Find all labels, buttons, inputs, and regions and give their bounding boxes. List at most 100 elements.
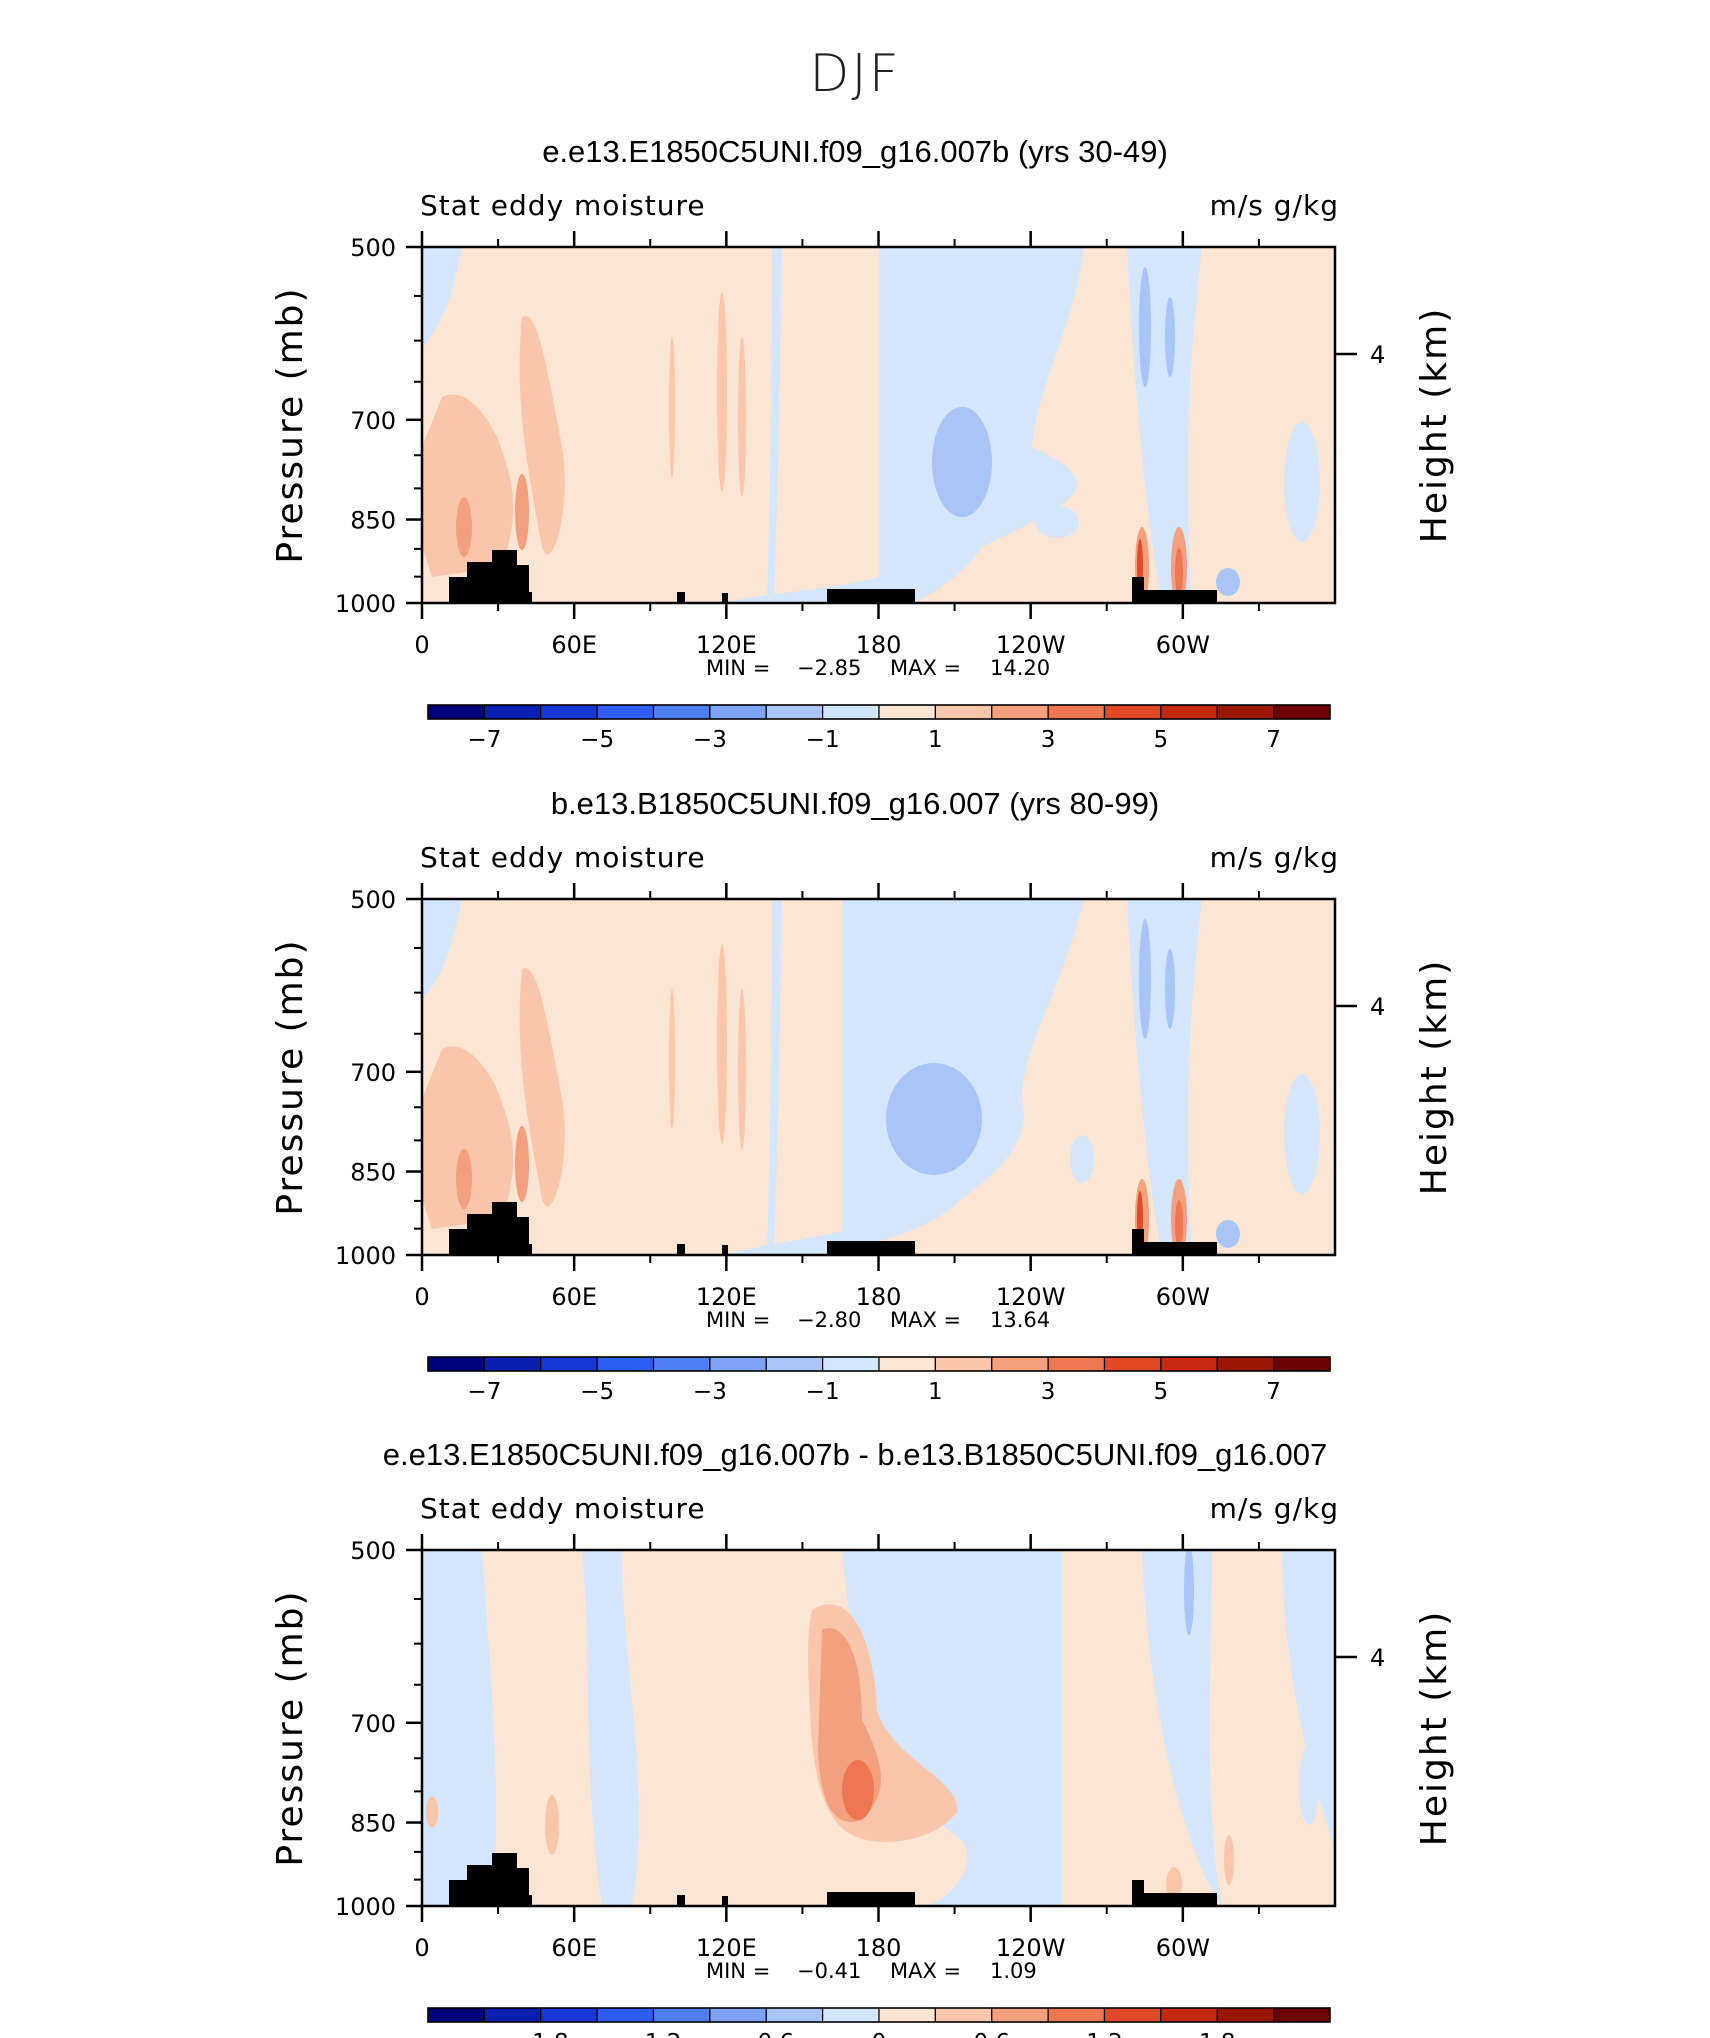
colorbar-box (822, 1356, 880, 1372)
colorbar-label: −5 (580, 727, 614, 753)
colorbar-label: −3 (693, 1379, 727, 1405)
y-tick-label: 1000 (335, 590, 396, 618)
contour-field (422, 899, 1335, 1255)
topography-mask (492, 550, 517, 603)
x-tick-label: 120E (696, 1283, 757, 1311)
right-string: m/s g/kg (1210, 1492, 1339, 1525)
colorbar-box (427, 2007, 485, 2023)
colorbar-box (765, 1356, 824, 1372)
y-axis-title: Pressure (mb) (270, 1589, 311, 1866)
colorbar-box (934, 704, 993, 720)
contour-region (519, 315, 565, 555)
x-tick-label: 60E (551, 1934, 597, 1962)
contour-region (669, 337, 675, 477)
colorbar-label: 5 (1154, 727, 1169, 753)
figure-title: DJF (809, 44, 901, 104)
panel-2-chart: Stat eddy moisture m/s g/kg 500 700 850 1000 4… (270, 841, 1455, 1405)
panel-3-title: e.e13.E1850C5UNI.f09_g16.007b - b.e13.B1… (382, 1437, 1328, 1472)
colorbar-box (540, 2007, 598, 2023)
colorbar-box (822, 704, 880, 720)
colorbar-label: −7 (467, 727, 501, 753)
contour-region (422, 1046, 514, 1229)
topography-mask (1137, 590, 1217, 603)
contour-region (1035, 506, 1079, 538)
topography-mask (677, 1244, 685, 1255)
colorbar-label: −1.2 (626, 2030, 682, 2038)
left-string: Stat eddy moisture (420, 189, 706, 222)
right-string: m/s g/kg (1210, 189, 1339, 222)
colorbar-label: −5 (580, 1379, 614, 1405)
colorbar-label: 5 (1154, 1379, 1169, 1405)
colorbar-box (596, 704, 655, 720)
colorbar-label: 3 (1041, 1379, 1056, 1405)
colorbar-box (765, 704, 824, 720)
colorbar-box (934, 2007, 993, 2023)
contour-region (1062, 1550, 1222, 1906)
contour-region (886, 1063, 982, 1175)
topography-mask (722, 1896, 728, 1906)
colorbar-label: 3 (1041, 727, 1056, 753)
topography-mask (1137, 1242, 1217, 1255)
panel-1-chart: Stat eddy moisture m/s g/kg 500 700 850 1000 4… (270, 189, 1455, 753)
topography-mask (517, 1217, 529, 1255)
contour-region (515, 474, 529, 550)
x-tick-label: 0 (414, 1934, 429, 1962)
topography-mask (527, 592, 532, 603)
y-tick-label: 1000 (335, 1242, 396, 1270)
contour-region (767, 899, 782, 1255)
colorbar-box (1216, 704, 1275, 720)
colorbar-box (1216, 1356, 1275, 1372)
contour-region (515, 1126, 529, 1202)
x-tick-label: 60W (1156, 631, 1210, 659)
contour-region (1070, 1135, 1094, 1183)
y-axis-title: Pressure (mb) (270, 938, 311, 1215)
topography-mask (827, 589, 915, 603)
contour-region (1284, 1074, 1320, 1194)
colorbar-box (991, 2007, 1049, 2023)
topography-mask (492, 1853, 517, 1906)
colorbar-box (709, 2007, 767, 2023)
topography-mask (527, 1244, 532, 1255)
y-axis-title: Pressure (mb) (270, 286, 311, 563)
colorbar-box (1273, 704, 1331, 720)
contour-region (717, 292, 727, 492)
topography-mask (492, 1202, 517, 1255)
topography-mask (722, 593, 728, 603)
contour-region (422, 394, 514, 577)
y-tick-label: 500 (350, 1537, 396, 1565)
left-string: Stat eddy moisture (420, 1492, 706, 1525)
contour-region (1216, 1220, 1240, 1248)
contour-region (519, 967, 565, 1207)
y-tick-label: 700 (350, 407, 396, 435)
min-label: MIN = (706, 1308, 770, 1332)
colorbar-box (1160, 1356, 1218, 1372)
contour-region (456, 1149, 472, 1209)
x-tick-label: 0 (414, 1283, 429, 1311)
topography-mask (527, 1895, 532, 1906)
contour-region (422, 247, 1335, 603)
colorbar-box (652, 704, 711, 720)
topography-mask (722, 1245, 728, 1255)
contour-region (1224, 1835, 1234, 1885)
y-tick-label: 850 (350, 507, 396, 535)
contour-region (1139, 919, 1151, 1039)
colorbar-box (1047, 704, 1106, 720)
right-axis-title: Height (km) (1414, 1610, 1455, 1846)
topography-mask (517, 565, 529, 603)
colorbar-box (991, 1356, 1049, 1372)
colorbar-box (1103, 704, 1162, 720)
contour-region (842, 1760, 874, 1820)
colorbar-box (652, 1356, 711, 1372)
max-label: MAX = (890, 1959, 961, 1983)
colorbar-box (1273, 2007, 1331, 2023)
colorbar-box (822, 2007, 880, 2023)
left-string: Stat eddy moisture (420, 841, 706, 874)
colorbar-box (596, 2007, 655, 2023)
contour-region (545, 1795, 559, 1855)
colorbar-box (483, 1356, 542, 1372)
colorbar-box (765, 2007, 824, 2023)
y-tick-label: 500 (350, 886, 396, 914)
x-tick-label: 180 (856, 631, 902, 659)
min-value: −2.80 (797, 1308, 861, 1332)
contour-region (1165, 949, 1175, 1029)
